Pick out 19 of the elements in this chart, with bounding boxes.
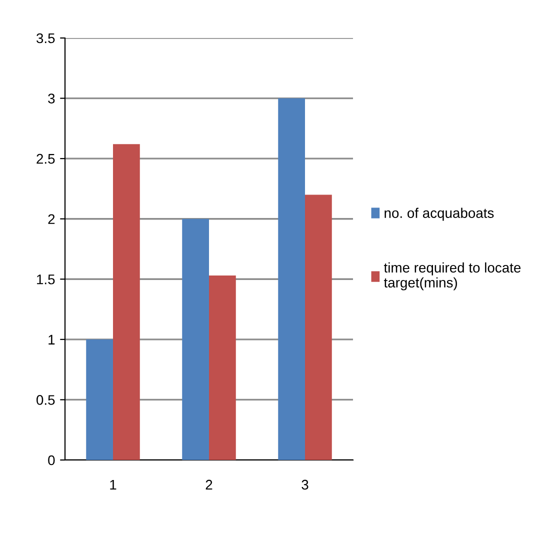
legend-label: no. of acquaboats	[384, 208, 494, 221]
bar	[305, 194, 332, 460]
y-tick-label: 1.5	[37, 274, 55, 284]
bar	[113, 144, 140, 460]
y-tick-label: 0	[48, 455, 55, 466]
x-tick-label: 1	[110, 480, 116, 490]
bar	[209, 276, 236, 460]
bar	[86, 339, 113, 460]
y-tick-label: 0.5	[36, 395, 55, 405]
y-tick-label: 3.5	[36, 33, 55, 44]
y-tick-label: 3	[48, 94, 55, 104]
y-tick-label: 2.5	[36, 154, 55, 164]
y-tick-label: 2	[48, 214, 55, 224]
x-tick-label: 2	[206, 480, 212, 490]
y-tick-label: 1	[48, 334, 55, 344]
x-tick-label: 3	[302, 480, 308, 490]
bar	[278, 98, 305, 460]
bar	[182, 218, 209, 460]
legend-label: time required to locate target(mins)	[384, 262, 521, 290]
